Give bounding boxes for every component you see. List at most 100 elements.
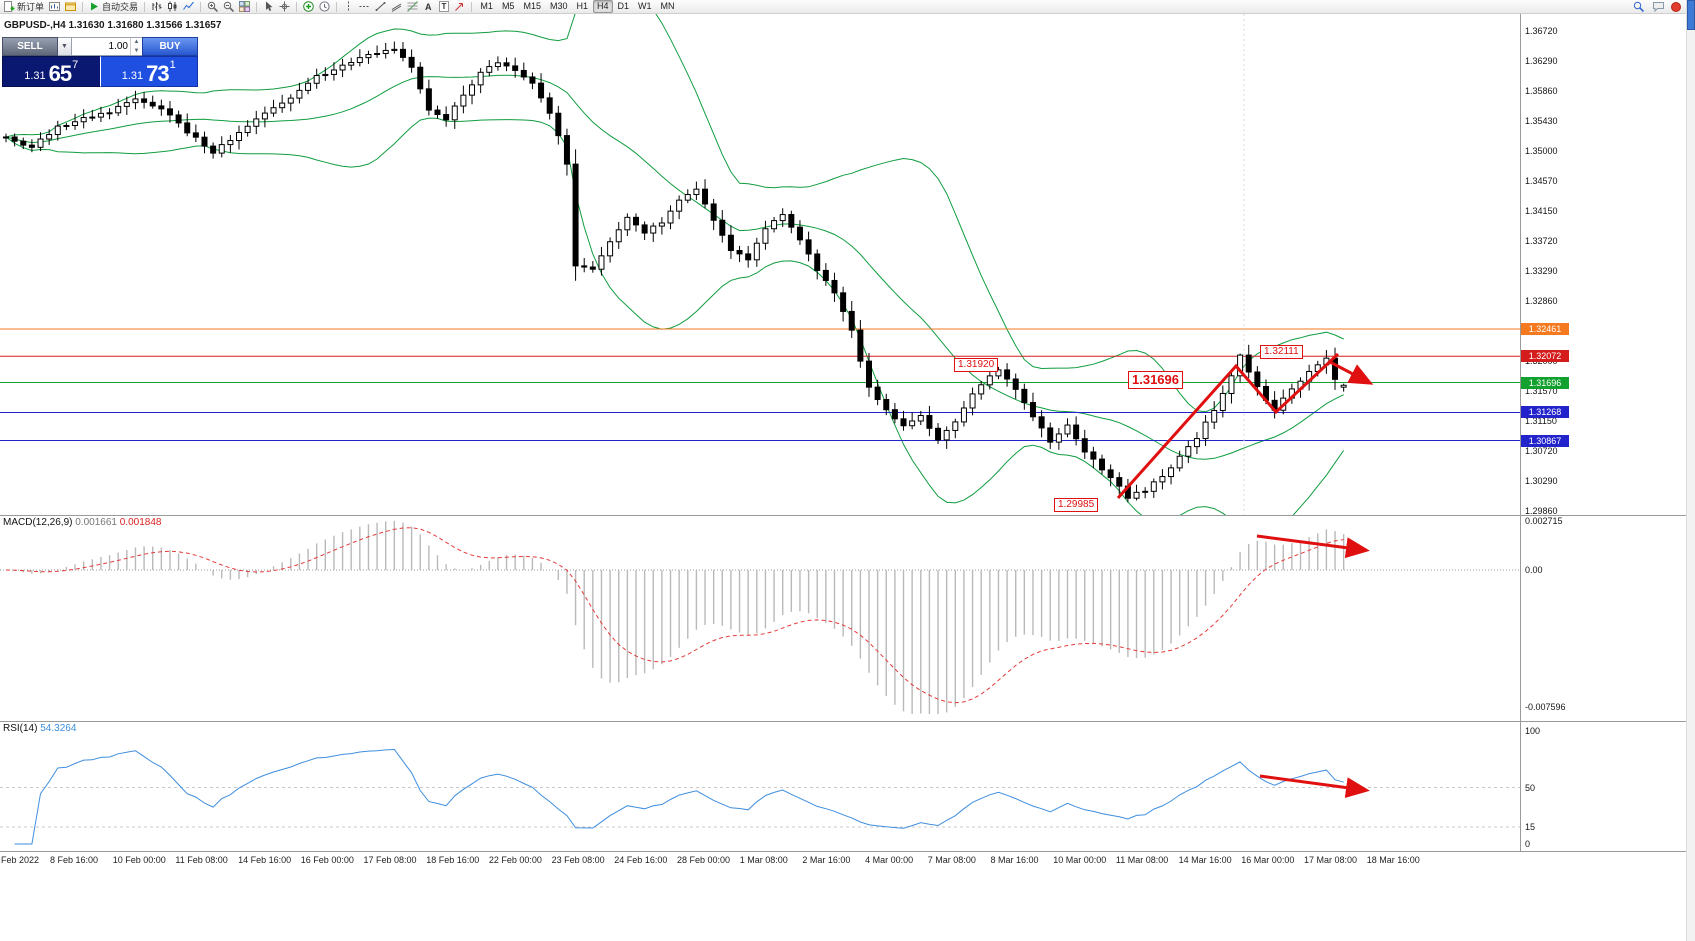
one-click-top-row: SELL ▼ ▲ ▼ BUY: [2, 37, 198, 56]
text-label-tool-button[interactable]: A: [421, 0, 436, 13]
volume-down-icon[interactable]: ▼: [133, 47, 140, 54]
rsi-axis-label: 15: [1525, 822, 1536, 833]
price-axis-label: 1.33290: [1525, 266, 1558, 276]
volume-input[interactable]: [72, 38, 130, 55]
new-order-icon: [4, 1, 15, 12]
time-axis-label: 14 Mar 16:00: [1178, 855, 1232, 865]
macd-axis-label: 0.002715: [1525, 516, 1563, 527]
notification-dot-icon[interactable]: [1671, 1, 1681, 12]
price-annotation[interactable]: 1.31920: [954, 358, 999, 372]
vertical-line-tool-button[interactable]: [341, 0, 356, 13]
volume-up-icon[interactable]: ▲: [133, 39, 140, 45]
time-axis-label: 11 Mar 08:00: [1115, 855, 1169, 865]
zoom-in-button[interactable]: [205, 0, 220, 13]
timeframe-d1[interactable]: D1: [617, 1, 630, 11]
candlestick-chart-icon: [168, 1, 177, 12]
rsi-axis-label: 50: [1525, 782, 1536, 793]
price-level-badge: 1.32461: [1521, 323, 1569, 335]
toolbar-separator: [256, 1, 258, 12]
chat-icon: [1653, 2, 1664, 12]
time-periods-button[interactable]: [317, 0, 332, 13]
timeframe-m1[interactable]: M1: [480, 1, 493, 11]
price-axis-label: 1.30290: [1525, 475, 1558, 486]
price-axis-label: 1.35860: [1525, 86, 1558, 97]
timeframe-m15[interactable]: M15: [523, 1, 541, 11]
timeframe-h1[interactable]: H1: [576, 1, 588, 11]
buy-button[interactable]: BUY: [142, 37, 198, 56]
macd-name: MACD(12,26,9): [3, 517, 73, 528]
price-axis-label: 1.30720: [1525, 445, 1558, 456]
tile-windows-button[interactable]: [237, 0, 252, 13]
price-annotation[interactable]: 1.29985: [1054, 498, 1099, 512]
bar-chart-type-button[interactable]: [149, 0, 164, 13]
profiles-button[interactable]: [63, 0, 78, 13]
price-annotation[interactable]: 1.31696: [1128, 371, 1183, 389]
one-click-price-row: 1.31 65 7 1.31 73 1: [2, 56, 198, 87]
timeframe-m30[interactable]: M30: [549, 1, 568, 11]
time-axis-label: 10 Feb 00:00: [112, 855, 166, 865]
time-axis-label: 4 Mar 00:00: [865, 855, 914, 865]
time-axis-label: 23 Feb 08:00: [551, 855, 605, 865]
auto-trading-icon: [91, 2, 99, 11]
tile-windows-icon: [239, 1, 251, 12]
rsi-value: 54.3264: [40, 723, 77, 734]
channel-tool-button[interactable]: [389, 0, 404, 13]
zoom-out-button[interactable]: [221, 0, 236, 13]
cursor-tool-button[interactable]: [261, 0, 276, 13]
timeframe-h4[interactable]: H4: [593, 0, 613, 13]
time-axis-label: 10 Mar 00:00: [1053, 855, 1107, 865]
auto-trading-button[interactable]: 自动交易: [87, 0, 140, 13]
chat-button[interactable]: [1651, 0, 1666, 13]
fibonacci-tool-button[interactable]: [405, 0, 420, 13]
time-axis-label: 7 Mar 08:00: [927, 855, 976, 865]
zoom-in-icon: [207, 1, 219, 12]
arrow-tool-button[interactable]: [452, 0, 467, 13]
sell-price[interactable]: 1.31 65 7: [2, 56, 100, 87]
rsi-axis-label: 100: [1525, 726, 1541, 736]
new-order-button[interactable]: 新订单: [2, 0, 46, 13]
trendline-icon: [375, 2, 386, 11]
price-annotation[interactable]: 1.32111: [1260, 345, 1303, 359]
add-indicator-button[interactable]: [301, 0, 316, 13]
zoom-out-icon: [223, 1, 235, 12]
price-axis-label: 1.33720: [1525, 235, 1558, 246]
timeframe-w1[interactable]: W1: [638, 1, 652, 11]
line-chart-type-button[interactable]: [181, 0, 196, 13]
volume-preset-dropdown[interactable]: ▼: [58, 37, 72, 56]
time-axis-label: 18 Feb 16:00: [426, 855, 480, 865]
chart-window-button[interactable]: [47, 0, 62, 13]
price-level-badge: 1.30867: [1521, 434, 1569, 447]
time-axis-label: Feb 2022: [1, 855, 40, 865]
timeframe-m5[interactable]: M5: [501, 1, 515, 11]
sell-button[interactable]: SELL: [2, 37, 58, 56]
price-level-badge: 1.32072: [1521, 350, 1569, 363]
candlestick-chart-type-button[interactable]: [165, 0, 180, 13]
search-button[interactable]: [1631, 0, 1646, 13]
sell-price-big: 65: [48, 61, 73, 86]
toolbar-separator: [471, 1, 473, 12]
toolbar-separator: [296, 1, 298, 12]
text-box-tool-button[interactable]: T: [437, 0, 452, 13]
price-axis-label: 1.31150: [1525, 415, 1557, 426]
vertical-scrollbar[interactable]: [1686, 0, 1695, 941]
time-axis-label: 28 Feb 00:00: [677, 855, 731, 865]
buy-price[interactable]: 1.31 73 1: [99, 56, 198, 87]
crosshair-tool-button[interactable]: [277, 0, 292, 13]
time-axis-label: 24 Feb 16:00: [614, 855, 668, 865]
time-axis-label: 11 Feb 08:00: [175, 855, 228, 865]
price-axis-label: 1.36290: [1525, 56, 1558, 67]
scroll-thumb[interactable]: [1687, 0, 1695, 30]
time-axis-label: 8 Mar 16:00: [990, 855, 1039, 865]
horizontal-line-tool-button[interactable]: [357, 0, 372, 13]
crosshair-icon: [279, 1, 290, 12]
price-level-badge: 1.31268: [1521, 406, 1569, 419]
timeframe-mn[interactable]: MN: [660, 1, 675, 11]
bar-chart-icon: [152, 2, 162, 11]
trendline-tool-button[interactable]: [373, 0, 388, 13]
auto-trading-label: 自动交易: [102, 2, 139, 12]
price-axis-label: 1.32860: [1525, 296, 1558, 307]
channel-icon: [391, 3, 402, 12]
buy-price-big: 73: [146, 61, 170, 86]
